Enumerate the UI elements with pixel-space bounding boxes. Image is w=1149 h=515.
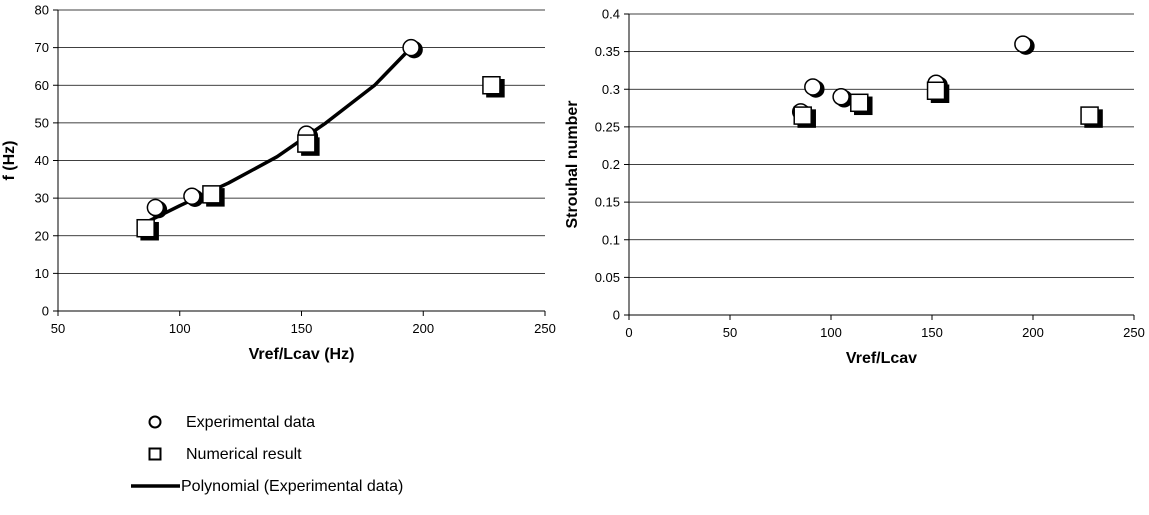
y-tick-label: 0 — [613, 308, 620, 323]
x-tick-label: 50 — [51, 321, 65, 336]
point-numerical — [482, 76, 505, 98]
point-numerical-face — [202, 185, 221, 204]
legend: Experimental data Numerical result Polynom… — [131, 414, 403, 495]
y-tick-label: 0.4 — [602, 7, 620, 22]
x-tick-label: 0 — [625, 325, 632, 340]
point-numerical-face — [793, 106, 812, 125]
point-numerical-face — [297, 134, 316, 153]
y-tick-label: 0.05 — [595, 270, 620, 285]
y-tick-label: 50 — [35, 115, 49, 130]
point-experimental-face — [1014, 35, 1032, 53]
y-tick-label: 0.2 — [602, 157, 620, 172]
point-numerical-face — [1080, 106, 1099, 125]
point-numerical — [136, 218, 159, 241]
x-tick-label: 50 — [723, 325, 737, 340]
legend-label: Numerical result — [186, 446, 302, 463]
chart-right-strouhal: 0 0.05 0.1 0.15 0.2 0.25 0.3 0.35 0.4 0 50 100 150 20… — [564, 7, 1145, 368]
point-experimental-face — [832, 88, 850, 106]
x-tick-label: 200 — [1022, 325, 1044, 340]
legend-item-circle: Experimental data — [148, 414, 315, 431]
legend-circle-marker — [148, 415, 162, 429]
point-experimental — [146, 198, 168, 219]
y-tick-label: 0.3 — [602, 82, 620, 97]
y-tick-label: 0.1 — [602, 232, 620, 247]
y-tick-label: 0.25 — [595, 119, 620, 134]
x-tick-label: 100 — [169, 321, 191, 336]
legend-item-line: Polynomial (Experimental data) — [131, 478, 403, 495]
y-tick-label: 80 — [35, 3, 49, 18]
x-axis-title: Vref/Lcav — [846, 350, 917, 367]
y-axis-title: f (Hz) — [1, 141, 18, 181]
trendline-polynomial — [143, 45, 413, 225]
point-numerical — [793, 106, 816, 128]
point-experimental-face — [146, 198, 165, 217]
y-axis-title: Strouhal number — [564, 100, 581, 228]
y-tick-label: 30 — [35, 191, 49, 206]
point-numerical — [926, 81, 950, 104]
y-tick-label: 0.35 — [595, 44, 620, 59]
x-tick-label: 150 — [291, 321, 313, 336]
y-tick-label: 40 — [35, 153, 49, 168]
chart-left-frequency: 0 10 20 30 40 50 60 70 80 50 100 150 200 250 Vref/Lcav… — [1, 3, 556, 364]
point-numerical — [1080, 106, 1103, 128]
point-experimental-face — [402, 38, 420, 57]
x-tick-label: 250 — [1123, 325, 1145, 340]
y-tick-label: 0 — [42, 304, 49, 319]
point-numerical — [850, 93, 873, 116]
x-tick-label: 200 — [412, 321, 434, 336]
point-numerical-face — [482, 76, 501, 95]
legend-item-square: Numerical result — [148, 446, 302, 463]
y-tick-label: 20 — [35, 228, 49, 243]
point-experimental — [1014, 35, 1035, 55]
point-experimental — [183, 187, 204, 207]
point-experimental-face — [183, 187, 201, 205]
point-experimental-face — [804, 78, 822, 96]
point-numerical-face — [850, 93, 869, 113]
legend-label: Experimental data — [186, 414, 315, 431]
x-tick-label: 150 — [921, 325, 943, 340]
point-experimental — [402, 38, 423, 59]
point-numerical — [297, 134, 320, 156]
x-tick-label: 100 — [820, 325, 842, 340]
point-numerical-face — [926, 81, 946, 101]
point-experimental — [804, 78, 825, 98]
point-numerical — [202, 185, 225, 207]
y-tick-label: 0.15 — [595, 195, 620, 210]
point-experimental — [832, 88, 853, 108]
y-tick-label: 10 — [35, 266, 49, 281]
legend-label: Polynomial (Experimental data) — [181, 478, 403, 495]
x-tick-label: 250 — [534, 321, 556, 336]
x-axis-title: Vref/Lcav (Hz) — [249, 346, 355, 363]
y-tick-label: 70 — [35, 40, 49, 55]
legend-square-marker — [148, 447, 162, 461]
y-tick-label: 60 — [35, 78, 49, 93]
point-numerical-face — [136, 218, 155, 238]
